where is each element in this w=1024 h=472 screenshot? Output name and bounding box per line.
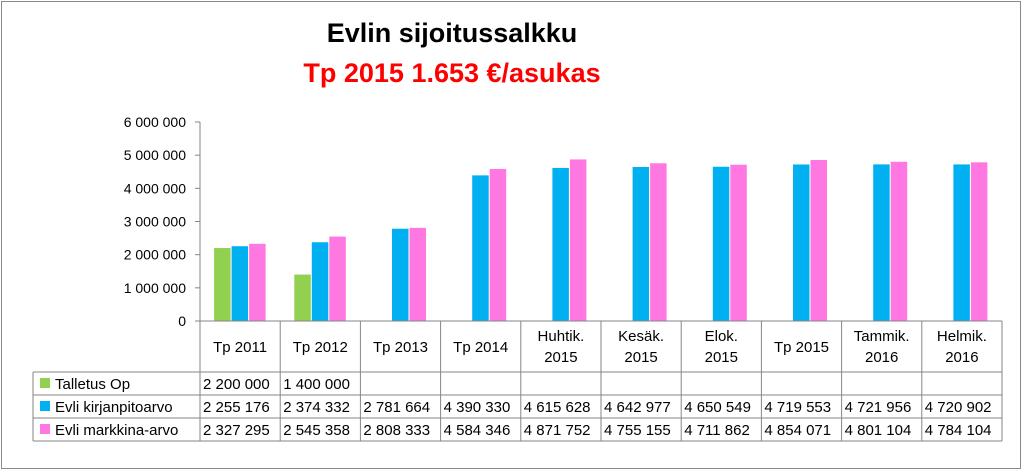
data-label: 2 255 176 <box>203 399 270 416</box>
data-label: 4 854 071 <box>764 422 831 439</box>
data-label: 4 650 549 <box>684 399 751 416</box>
bar <box>650 163 667 321</box>
x-tick-label: Tp 2012 <box>293 339 348 356</box>
x-tick-label: Tp 2015 <box>774 339 829 356</box>
data-label: 2 327 295 <box>203 422 270 439</box>
data-label: 2 808 333 <box>363 422 430 439</box>
y-tick-label: 2 000 000 <box>124 247 186 263</box>
y-tick-label: 3 000 000 <box>124 214 186 230</box>
bar <box>730 164 747 321</box>
data-label: 4 719 553 <box>764 399 831 416</box>
x-tick-label: Tp 2011 <box>213 339 267 356</box>
bar <box>311 242 329 321</box>
chart-subtitle: Tp 2015 1.653 €/asukas <box>303 58 601 88</box>
bar <box>392 228 409 321</box>
legend-label: Evli markkina-arvo <box>55 422 178 439</box>
data-label: 2 200 000 <box>203 376 270 393</box>
bar <box>569 159 587 321</box>
data-label: 2 374 332 <box>283 399 350 416</box>
x-tick-label: Tp 2013 <box>373 339 428 356</box>
bar <box>873 164 890 321</box>
data-label: 4 721 956 <box>845 399 912 416</box>
x-tick-label: Tammik. 2016 <box>854 328 910 366</box>
x-tick-label: Tp 2014 <box>453 339 508 356</box>
data-label: 4 711 862 <box>684 422 750 439</box>
data-label: 2 545 358 <box>283 422 350 439</box>
data-label: 4 755 155 <box>604 422 671 439</box>
x-tick-label: Elok. 2015 <box>705 328 738 366</box>
data-label: 4 615 628 <box>524 399 591 416</box>
data-label: 4 801 104 <box>845 422 912 439</box>
bar <box>632 167 650 321</box>
bar <box>214 248 231 321</box>
bar <box>953 164 970 321</box>
legend-label: Evli kirjanpitoarvo <box>55 399 173 416</box>
y-tick-label: 4 000 000 <box>124 180 186 196</box>
bar <box>810 160 827 321</box>
y-tick-label: 6 000 000 <box>124 114 186 130</box>
bar <box>249 243 266 321</box>
y-tick-label: 5 000 000 <box>124 147 186 163</box>
bar <box>231 246 249 321</box>
data-label: 4 871 752 <box>524 422 591 439</box>
data-label: 2 781 664 <box>363 399 430 416</box>
bar <box>552 167 569 321</box>
y-tick-label: 0 <box>178 313 186 329</box>
data-label: 4 584 346 <box>444 422 511 439</box>
legend-swatch <box>40 401 50 411</box>
chart-title: Evlin sijoitussalkku <box>326 18 578 48</box>
bar <box>890 161 908 321</box>
bar <box>970 162 988 321</box>
bar <box>489 168 507 321</box>
data-label: 4 720 902 <box>925 399 992 416</box>
data-label: 4 784 104 <box>925 422 992 439</box>
x-tick-label: Kesäk. 2015 <box>618 328 664 366</box>
bar <box>409 227 426 321</box>
bar <box>793 164 810 321</box>
bar <box>329 236 346 321</box>
legend-swatch <box>40 378 50 388</box>
data-label: 4 390 330 <box>444 399 511 416</box>
data-label: 4 642 977 <box>604 399 671 416</box>
legend-label: Talletus Op <box>55 376 130 393</box>
legend-swatch <box>40 424 50 434</box>
bar <box>472 175 489 321</box>
x-tick-label: Huhtik. 2015 <box>538 328 585 366</box>
bar <box>712 166 730 321</box>
x-tick-label: Helmik. 2016 <box>937 328 987 366</box>
data-label: 1 400 000 <box>283 376 350 393</box>
y-tick-label: 1 000 000 <box>124 280 186 296</box>
bar <box>294 274 311 321</box>
